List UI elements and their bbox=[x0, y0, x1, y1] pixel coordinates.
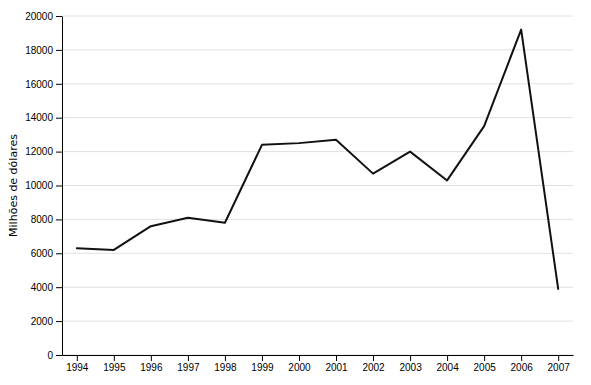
x-tick-label: 2000 bbox=[288, 362, 311, 373]
grid-line bbox=[62, 16, 573, 17]
x-tick: 2007 bbox=[548, 355, 571, 373]
x-tick-mark bbox=[336, 355, 337, 361]
x-tick: 1996 bbox=[140, 355, 163, 373]
y-tick-mark bbox=[56, 16, 62, 17]
y-tick-mark bbox=[56, 219, 62, 220]
x-tick: 1998 bbox=[214, 355, 237, 373]
x-tick-mark bbox=[151, 355, 152, 361]
x-tick-label: 2004 bbox=[436, 362, 459, 373]
x-tick-label: 2001 bbox=[325, 362, 348, 373]
x-tick-mark bbox=[188, 355, 189, 361]
x-tick-mark bbox=[410, 355, 411, 361]
y-tick-label: 12000 bbox=[25, 146, 53, 157]
chart: 1994 1995 1996 1997 1998 1999 2000 2001 2002 2003… bbox=[0, 0, 591, 385]
y-tick: 6000 bbox=[31, 248, 62, 259]
y-tick-mark bbox=[56, 152, 62, 153]
grid-line bbox=[62, 321, 573, 322]
x-tick-label: 1995 bbox=[103, 362, 126, 373]
y-tick: 8000 bbox=[31, 214, 62, 225]
x-tick-mark bbox=[373, 355, 374, 361]
y-tick-mark bbox=[56, 118, 62, 119]
x-tick-mark bbox=[262, 355, 263, 361]
x-tick-mark bbox=[77, 355, 78, 361]
x-tick-label: 2007 bbox=[548, 362, 571, 373]
x-tick: 2001 bbox=[325, 355, 348, 373]
x-tick: 2006 bbox=[511, 355, 534, 373]
y-tick-label: 10000 bbox=[25, 180, 53, 191]
y-tick: 14000 bbox=[25, 112, 62, 123]
grid bbox=[62, 16, 573, 355]
x-tick-label: 1997 bbox=[177, 362, 200, 373]
grid-line bbox=[62, 117, 573, 118]
grid-line bbox=[62, 185, 573, 186]
y-tick-mark bbox=[56, 186, 62, 187]
x-tick-label: 2003 bbox=[399, 362, 422, 373]
y-tick-mark bbox=[56, 84, 62, 85]
grid-line bbox=[62, 49, 573, 50]
y-tick-label: 0 bbox=[47, 350, 53, 361]
y-tick: 2000 bbox=[31, 316, 62, 327]
x-tick: 2004 bbox=[436, 355, 459, 373]
plot-area: 1994 1995 1996 1997 1998 1999 2000 2001 2002 2003… bbox=[25, 11, 573, 373]
x-tick-label: 1996 bbox=[140, 362, 163, 373]
grid-line bbox=[62, 253, 573, 254]
y-tick-mark bbox=[56, 355, 62, 356]
grid-line bbox=[62, 219, 573, 220]
x-tick: 2002 bbox=[362, 355, 385, 373]
marks bbox=[77, 30, 558, 289]
x-tick: 2003 bbox=[399, 355, 422, 373]
grid-line bbox=[62, 287, 573, 288]
x-tick: 2000 bbox=[288, 355, 311, 373]
y-axis-line bbox=[62, 17, 63, 356]
x-tick-mark bbox=[299, 355, 300, 361]
y-tick-label: 4000 bbox=[31, 282, 54, 293]
x-tick-label: 2006 bbox=[511, 362, 534, 373]
x-axis: 1994 1995 1996 1997 1998 1999 2000 2001 2002 2003… bbox=[63, 355, 574, 373]
y-tick-label: 14000 bbox=[25, 112, 53, 123]
x-tick-mark bbox=[114, 355, 115, 361]
y-tick: 20000 bbox=[25, 11, 62, 22]
y-tick-mark bbox=[56, 253, 62, 254]
x-tick-mark bbox=[225, 355, 226, 361]
y-tick: 16000 bbox=[25, 79, 62, 90]
y-tick-label: 16000 bbox=[25, 79, 53, 90]
x-tick-label: 2002 bbox=[362, 362, 385, 373]
y-tick-mark bbox=[56, 287, 62, 288]
y-axis: 0 2000 4000 6000 8000 10000 12000 14000 16000 180… bbox=[25, 11, 62, 361]
x-tick-label: 1999 bbox=[251, 362, 274, 373]
y-axis-title: Milhões de dólares bbox=[7, 134, 20, 237]
x-axis-line bbox=[63, 355, 574, 356]
x-tick-mark bbox=[521, 355, 522, 361]
x-tick-label: 1998 bbox=[214, 362, 237, 373]
x-tick-label: 1994 bbox=[66, 362, 89, 373]
y-tick: 18000 bbox=[25, 45, 62, 56]
line bbox=[77, 30, 558, 289]
x-tick-mark bbox=[447, 355, 448, 361]
y-tick-label: 20000 bbox=[25, 11, 53, 22]
y-tick-label: 6000 bbox=[31, 248, 54, 259]
grid-line bbox=[62, 151, 573, 152]
y-tick: 12000 bbox=[25, 146, 62, 157]
y-tick: 4000 bbox=[31, 282, 62, 293]
x-tick: 1997 bbox=[177, 355, 200, 373]
x-tick: 2005 bbox=[474, 355, 497, 373]
x-tick-mark bbox=[558, 355, 559, 361]
x-tick: 1999 bbox=[251, 355, 274, 373]
x-tick: 1994 bbox=[66, 355, 89, 373]
y-tick-label: 2000 bbox=[31, 316, 54, 327]
y-tick: 0 bbox=[47, 350, 62, 361]
x-tick-mark bbox=[484, 355, 485, 361]
y-tick-mark bbox=[56, 50, 62, 51]
y-tick: 10000 bbox=[25, 180, 62, 191]
y-tick-mark bbox=[56, 321, 62, 322]
y-tick-label: 18000 bbox=[25, 45, 53, 56]
y-tick-label: 8000 bbox=[31, 214, 54, 225]
grid-line bbox=[62, 355, 573, 356]
grid-line bbox=[62, 83, 573, 84]
x-tick-label: 2005 bbox=[474, 362, 497, 373]
x-tick: 1995 bbox=[103, 355, 126, 373]
